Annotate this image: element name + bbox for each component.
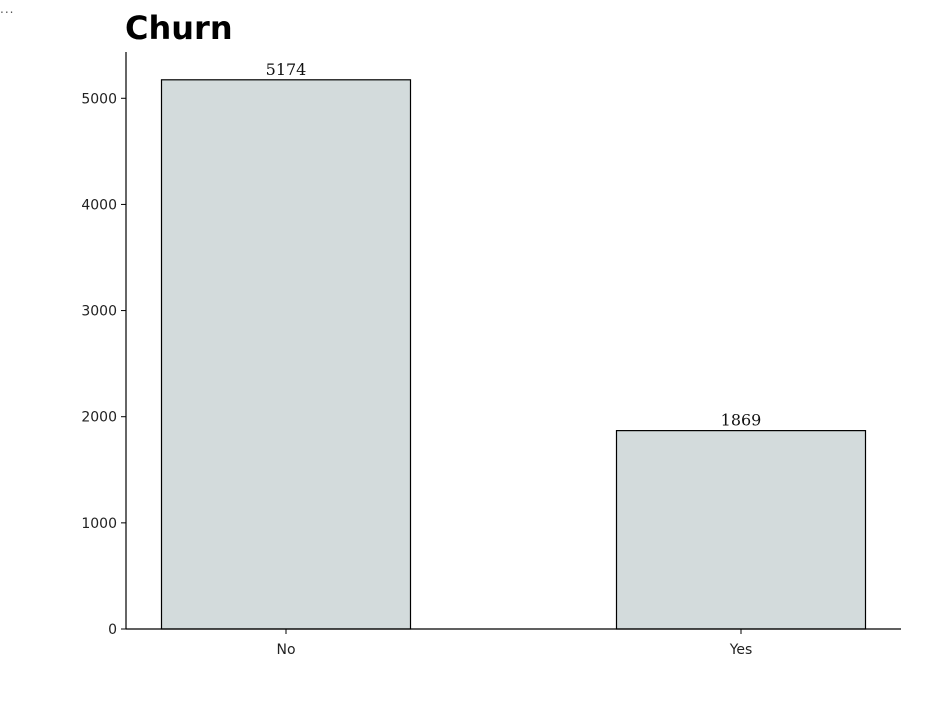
output-ellipsis: ... <box>0 2 15 16</box>
axes-layer <box>125 52 901 630</box>
chart-title: Churn <box>125 9 233 47</box>
bar-no <box>160 79 412 630</box>
x-ticks: No Yes <box>276 629 752 658</box>
y-tick-label: 1000 <box>81 516 117 532</box>
y-tick-label: 5000 <box>81 91 117 107</box>
bar-value-labels: 5174 1869 <box>266 60 762 430</box>
y-ticks: 0 1000 2000 3000 4000 5000 <box>81 91 126 638</box>
y-tick-label: 2000 <box>81 410 117 426</box>
y-tick-label: 3000 <box>81 304 117 320</box>
bar-value-label-no: 5174 <box>266 60 307 79</box>
x-tick-label-no: No <box>276 642 295 658</box>
y-tick-label: 0 <box>108 622 117 638</box>
y-tick-label: 4000 <box>81 197 117 213</box>
bars-layer <box>160 79 867 630</box>
bar-yes <box>615 430 867 630</box>
bar-value-label-yes: 1869 <box>721 411 762 430</box>
x-tick-label-yes: Yes <box>729 642 753 658</box>
